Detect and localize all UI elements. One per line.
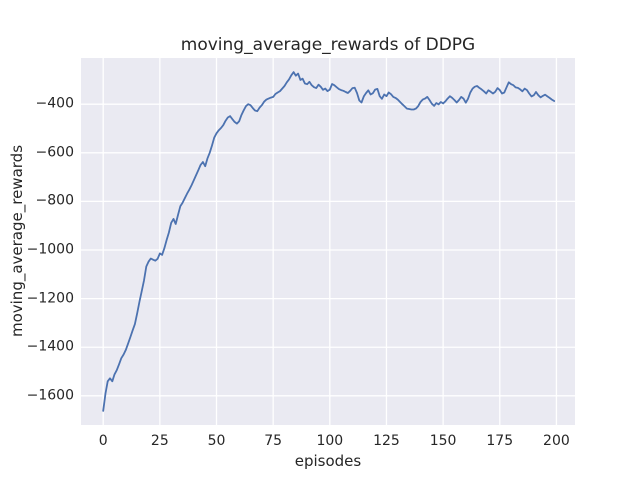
y-tick-label: −1200 (26, 290, 74, 307)
chart-title: moving_average_rewards of DDPG (180, 35, 476, 55)
x-tick-label: 175 (486, 433, 514, 449)
y-tick-label: −1000 (26, 241, 74, 258)
x-tick-label: 25 (150, 433, 169, 449)
y-tick-label: −800 (35, 193, 74, 210)
plot-area (81, 58, 575, 425)
x-tick-label: 150 (429, 433, 457, 449)
y-tick-label: −1600 (26, 387, 74, 404)
series-line (102, 71, 556, 412)
x-tick-label: 0 (98, 433, 108, 449)
x-tick-label: 125 (373, 433, 400, 449)
x-tick-label: 200 (543, 433, 570, 449)
y-tick-label: −1400 (26, 338, 74, 355)
y-tick-label: −400 (35, 95, 74, 112)
x-tick-label: 50 (207, 433, 226, 449)
x-tick-label: 75 (264, 433, 283, 449)
y-tick-label: −600 (35, 144, 74, 161)
x-axis-label: episodes (294, 452, 362, 470)
x-tick-label: 100 (316, 433, 344, 449)
